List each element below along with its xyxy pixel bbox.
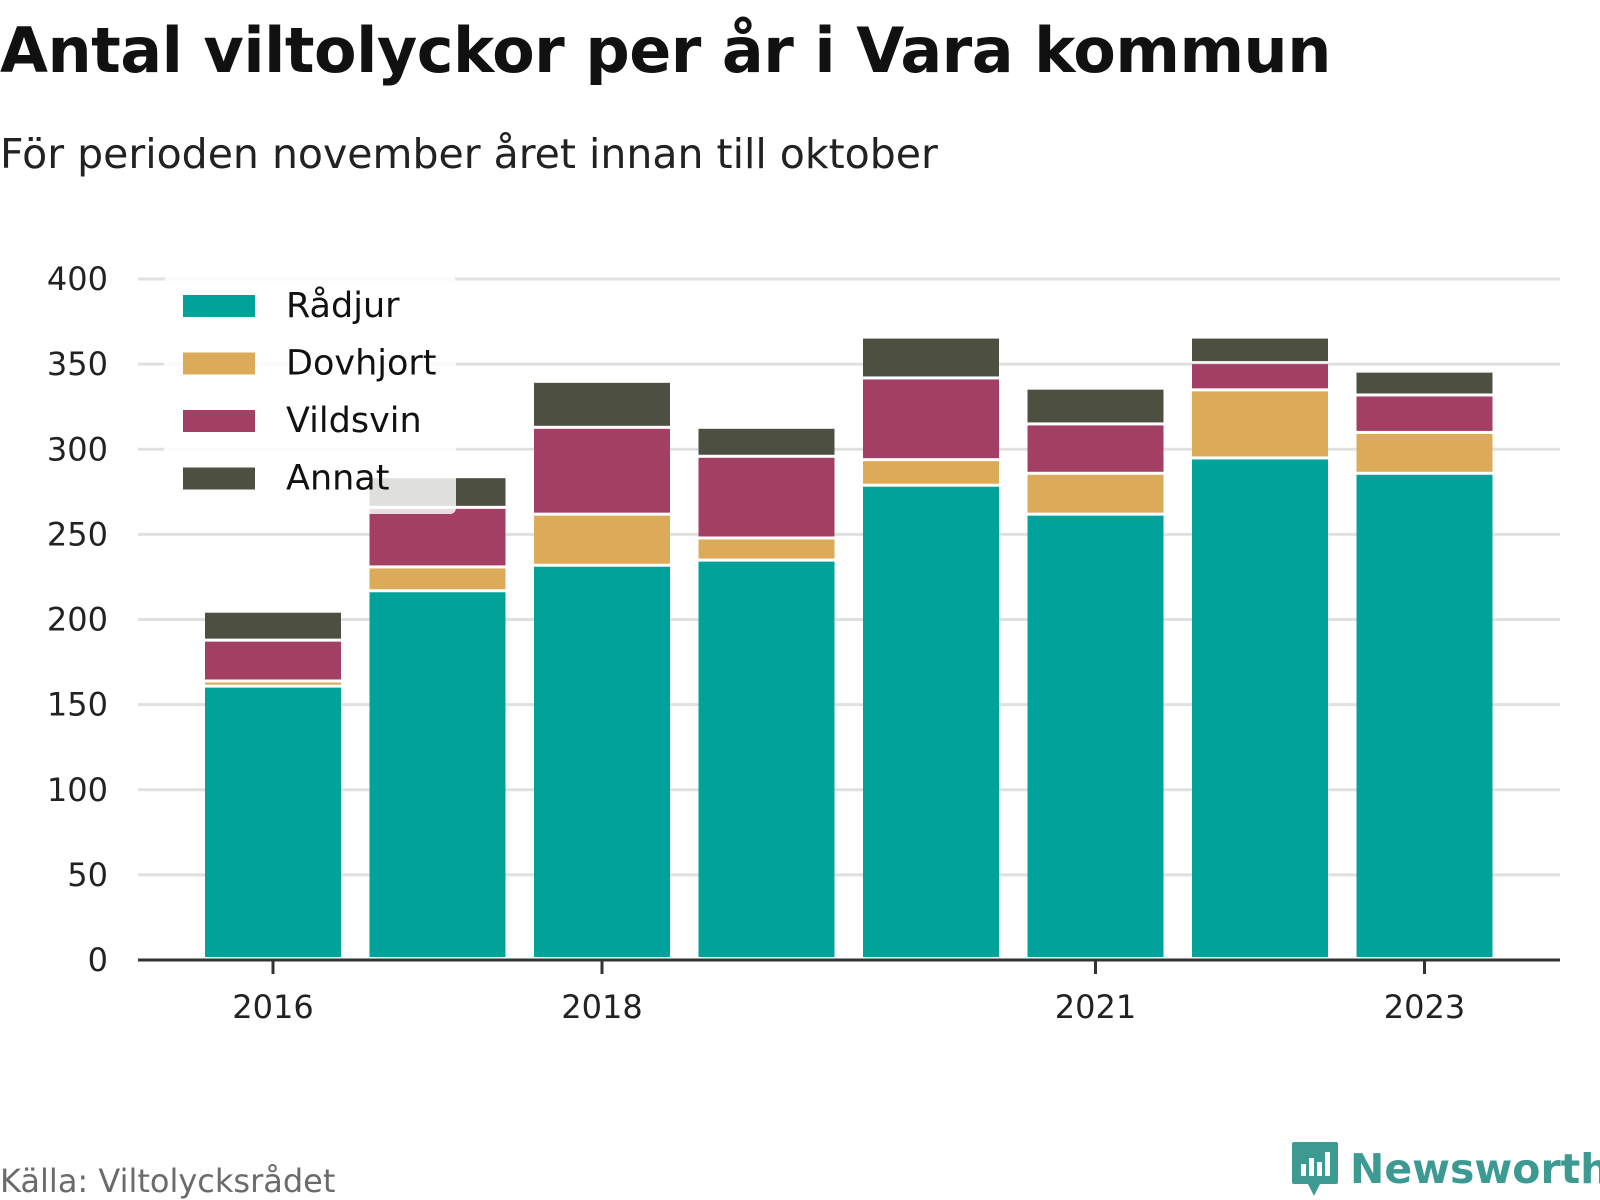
legend-swatch-annat bbox=[183, 467, 255, 490]
bar-vildsvin-2016 bbox=[205, 641, 341, 680]
bar-dovhjort-2021 bbox=[1027, 474, 1164, 513]
x-tick-label: 2023 bbox=[1384, 988, 1465, 1026]
y-tick-label: 200 bbox=[47, 601, 108, 639]
x-tick-label: 2016 bbox=[232, 988, 313, 1026]
y-tick-label: 400 bbox=[47, 260, 108, 298]
y-tick-label: 0 bbox=[88, 941, 108, 979]
y-axis: 0 50 100 150 200 250 300 350 400 bbox=[47, 260, 108, 979]
bar-vildsvin-2018 bbox=[534, 428, 670, 513]
stacked-bar-chart: 0 50 100 150 200 250 300 350 400 2016 2018 2021 202… bbox=[47, 260, 1560, 1026]
newsworthy-logo-icon bbox=[1292, 1142, 1338, 1196]
bar-dovhjort-2017 bbox=[369, 568, 506, 590]
x-tick-label: 2021 bbox=[1055, 988, 1136, 1026]
legend-swatch-vildsvin bbox=[183, 410, 255, 432]
bar-annat-2019 bbox=[698, 428, 835, 455]
legend-background bbox=[164, 276, 456, 514]
bars bbox=[205, 338, 1493, 957]
bar-vildsvin-2022 bbox=[1192, 364, 1328, 389]
bar-dovhjort-2018 bbox=[534, 515, 670, 564]
y-tick-label: 150 bbox=[47, 686, 108, 724]
bar-vildsvin-2019 bbox=[698, 457, 835, 537]
bar-rådjur-2019 bbox=[698, 561, 835, 957]
y-tick-label: 250 bbox=[47, 515, 108, 553]
y-tick-label: 100 bbox=[47, 771, 108, 809]
bar-vildsvin-2023 bbox=[1356, 396, 1493, 431]
chart-title: Antal viltolyckor per år i Vara kommun bbox=[0, 14, 1331, 87]
y-tick-label: 50 bbox=[67, 856, 108, 894]
bar-dovhjort-2016 bbox=[205, 682, 341, 685]
legend-swatch-dovhjort bbox=[183, 352, 255, 375]
bar-vildsvin-2021 bbox=[1027, 425, 1164, 472]
y-tick-label: 300 bbox=[47, 430, 108, 468]
bar-rådjur-2021 bbox=[1027, 515, 1164, 957]
legend-label-annat: Annat bbox=[286, 459, 389, 499]
bar-rådjur-2017 bbox=[369, 592, 506, 957]
bar-rådjur-2016 bbox=[205, 687, 341, 957]
bar-rådjur-2022 bbox=[1192, 459, 1328, 957]
bar-dovhjort-2022 bbox=[1192, 391, 1328, 457]
bar-annat-2023 bbox=[1356, 372, 1493, 394]
x-tick-label: 2018 bbox=[561, 988, 642, 1026]
bar-rådjur-2018 bbox=[534, 566, 670, 957]
y-tick-label: 350 bbox=[47, 345, 108, 383]
bar-annat-2022 bbox=[1192, 338, 1328, 362]
bar-vildsvin-2020 bbox=[863, 379, 999, 459]
bar-dovhjort-2019 bbox=[698, 539, 835, 559]
x-axis: 2016 2018 2021 2023 bbox=[138, 958, 1560, 1026]
bar-annat-2020 bbox=[863, 338, 999, 377]
legend-swatch-rådjur bbox=[183, 295, 255, 317]
bar-annat-2016 bbox=[205, 612, 341, 639]
source-note: Källa: Viltolycksrådet bbox=[0, 1162, 336, 1200]
chart-subtitle: För perioden november året innan till ok… bbox=[0, 130, 938, 178]
bar-rådjur-2020 bbox=[863, 486, 999, 957]
bar-dovhjort-2023 bbox=[1356, 433, 1493, 472]
legend-label-rådjur: Rådjur bbox=[286, 285, 400, 326]
legend: Rådjur Dovhjort Vildsvin Annat bbox=[164, 276, 456, 514]
bar-vildsvin-2017 bbox=[369, 508, 506, 566]
bar-dovhjort-2020 bbox=[863, 461, 999, 484]
bar-annat-2021 bbox=[1027, 389, 1164, 423]
bar-annat-2018 bbox=[534, 382, 670, 426]
brand: Newsworthy bbox=[1290, 1140, 1600, 1198]
legend-label-vildsvin: Vildsvin bbox=[286, 401, 422, 441]
legend-label-dovhjort: Dovhjort bbox=[286, 344, 437, 384]
bar-rådjur-2023 bbox=[1356, 474, 1493, 957]
brand-name: Newsworthy bbox=[1350, 1145, 1600, 1193]
